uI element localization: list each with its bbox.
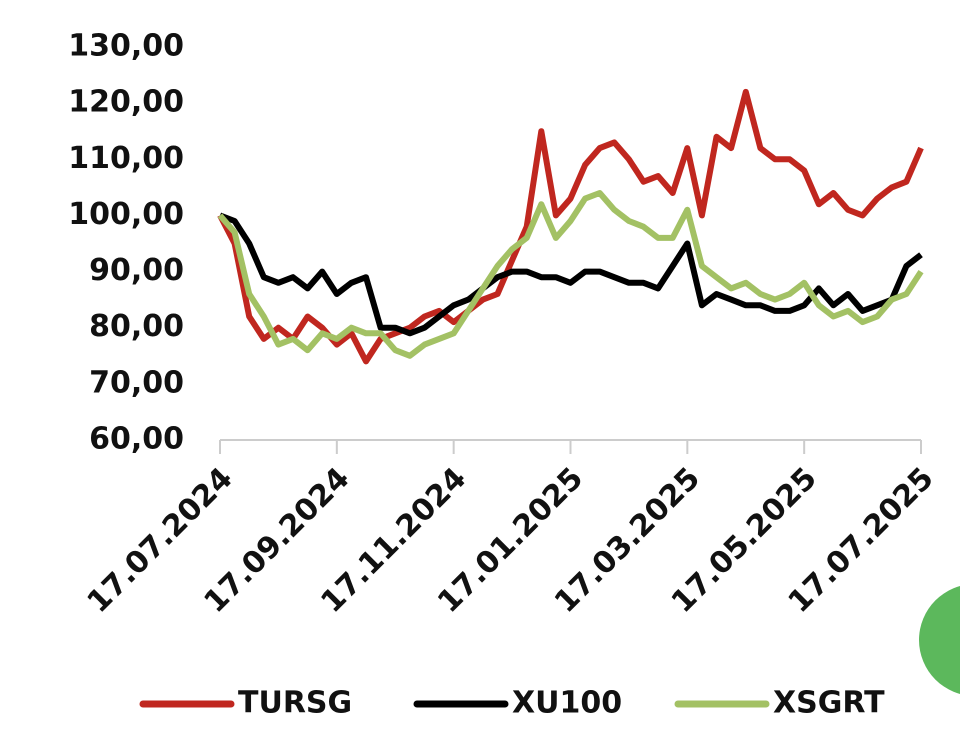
y-tick-label: 110,00 [68,141,184,176]
chat-button[interactable] [919,584,960,696]
y-tick-label: 80,00 [89,309,184,344]
legend-label: XSGRT [773,686,885,721]
y-tick-label: 100,00 [68,197,184,232]
y-tick-label: 70,00 [89,365,184,400]
series-line [218,212,923,337]
y-tick-label: 60,00 [89,422,184,457]
y-tick-label: 90,00 [89,253,184,288]
series-line [217,190,924,359]
series-line [217,88,924,365]
legend-label: XU100 [512,686,622,721]
y-tick-label: 130,00 [68,29,184,64]
y-tick-label: 120,00 [68,85,184,120]
legend-label: TURSG [238,686,352,721]
